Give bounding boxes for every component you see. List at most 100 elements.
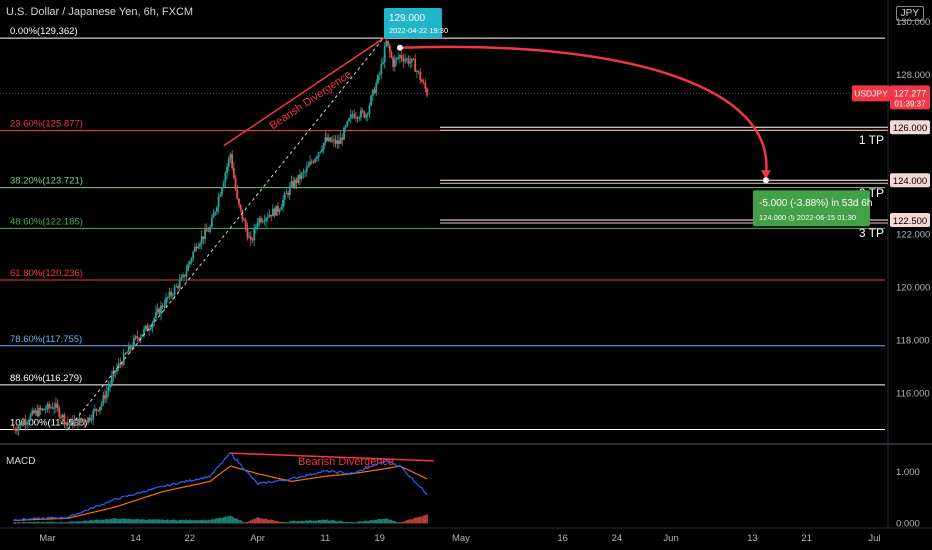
macd-bar (17, 522, 20, 524)
macd-bar (202, 520, 205, 524)
candle-body (400, 55, 403, 59)
macd-bar (399, 522, 401, 524)
macd-bar (382, 518, 384, 524)
candle-body (417, 71, 420, 73)
macd-bar (151, 519, 154, 524)
macd-bar (211, 519, 213, 524)
macd-bar (417, 516, 420, 524)
candle-body (316, 156, 318, 159)
macd-bar (268, 519, 271, 524)
candle-body (155, 311, 157, 319)
macd-bar (204, 519, 206, 524)
candle-body (75, 418, 78, 421)
macd-bar (55, 521, 57, 524)
macd-bar (199, 520, 201, 524)
macd-bar (231, 516, 233, 524)
candle-body (422, 81, 425, 84)
price-axis-tick: 120.000 (896, 282, 930, 293)
candle-body (231, 154, 234, 168)
candle-body (380, 63, 383, 75)
macd-bar (44, 522, 47, 524)
candle-body (158, 308, 161, 314)
candle-body (36, 410, 39, 417)
candle-body (351, 114, 354, 116)
macd-bar (273, 520, 276, 524)
candle-body (121, 363, 123, 365)
candle-body (363, 111, 366, 118)
candle-body (290, 181, 293, 187)
macd-bar (109, 518, 111, 524)
macd-bar (166, 519, 169, 524)
fib-label: 48.60%(122.185) (10, 216, 83, 227)
candle-body (90, 419, 93, 421)
candle-body (114, 370, 117, 372)
candle-body (382, 62, 384, 64)
candle-body (388, 45, 391, 53)
macd-bar (94, 519, 96, 524)
macd-bar (304, 521, 306, 524)
macd-bar (329, 520, 332, 524)
macd-bar (126, 519, 128, 524)
candle-body (353, 114, 356, 118)
candle-body (70, 419, 73, 424)
candle-body (397, 57, 400, 59)
candle-body (221, 187, 223, 195)
time-axis-tick: 21 (801, 533, 812, 544)
candle-body (349, 114, 352, 119)
candle-body (390, 52, 393, 58)
candle-body (161, 305, 164, 307)
macd-bar (356, 521, 359, 524)
macd-line (13, 452, 428, 522)
macd-bar (324, 519, 327, 524)
candle-body (426, 88, 428, 96)
candle-body (415, 71, 418, 72)
candle-body (414, 59, 417, 72)
macd-bar (141, 519, 144, 524)
macd-bar (333, 520, 335, 524)
candle-body (217, 196, 220, 208)
candle-body (17, 426, 20, 431)
macd-bar (402, 521, 405, 524)
candle-body (287, 192, 289, 195)
macd-bar (372, 520, 374, 524)
macd-bar (283, 522, 286, 524)
candle-body (412, 58, 415, 60)
candle-body (110, 376, 113, 384)
candle-body (185, 271, 188, 277)
candle-body (26, 422, 29, 425)
candle-body (66, 422, 69, 425)
fib-label: 88.60%(116.279) (10, 373, 82, 384)
macd-bar (292, 520, 294, 524)
candle-body (404, 59, 406, 62)
candle-body (99, 406, 101, 411)
macd-bar (263, 519, 266, 524)
macd-bar (216, 518, 218, 524)
macd-bar (411, 519, 413, 524)
macd-bar (63, 522, 66, 524)
macd-bar (182, 519, 184, 524)
macd-bar (16, 522, 18, 524)
candle-body (297, 174, 300, 183)
candle-body (409, 61, 412, 64)
macd-bar (212, 519, 215, 524)
fib-label: 23.60%(125.877) (10, 118, 83, 129)
macd-bar (85, 520, 88, 524)
candle-body (224, 173, 227, 183)
macd-bar (344, 522, 347, 524)
bearish-divergence-label: Bearish Divergence (268, 69, 354, 133)
macd-bar (117, 519, 120, 524)
macd-bar (104, 519, 106, 524)
candle-body (392, 57, 395, 67)
projection-arrowhead (760, 170, 771, 180)
currency-button[interactable]: JPY (895, 6, 924, 21)
candle-body (251, 239, 254, 241)
macd-bar (222, 517, 225, 524)
macd-bar (78, 521, 81, 524)
candle-body (309, 161, 312, 166)
candle-body (366, 113, 369, 115)
candle-body (227, 158, 230, 167)
macd-bar (219, 517, 222, 524)
macd-bar (246, 521, 249, 524)
candle-body (124, 353, 127, 355)
